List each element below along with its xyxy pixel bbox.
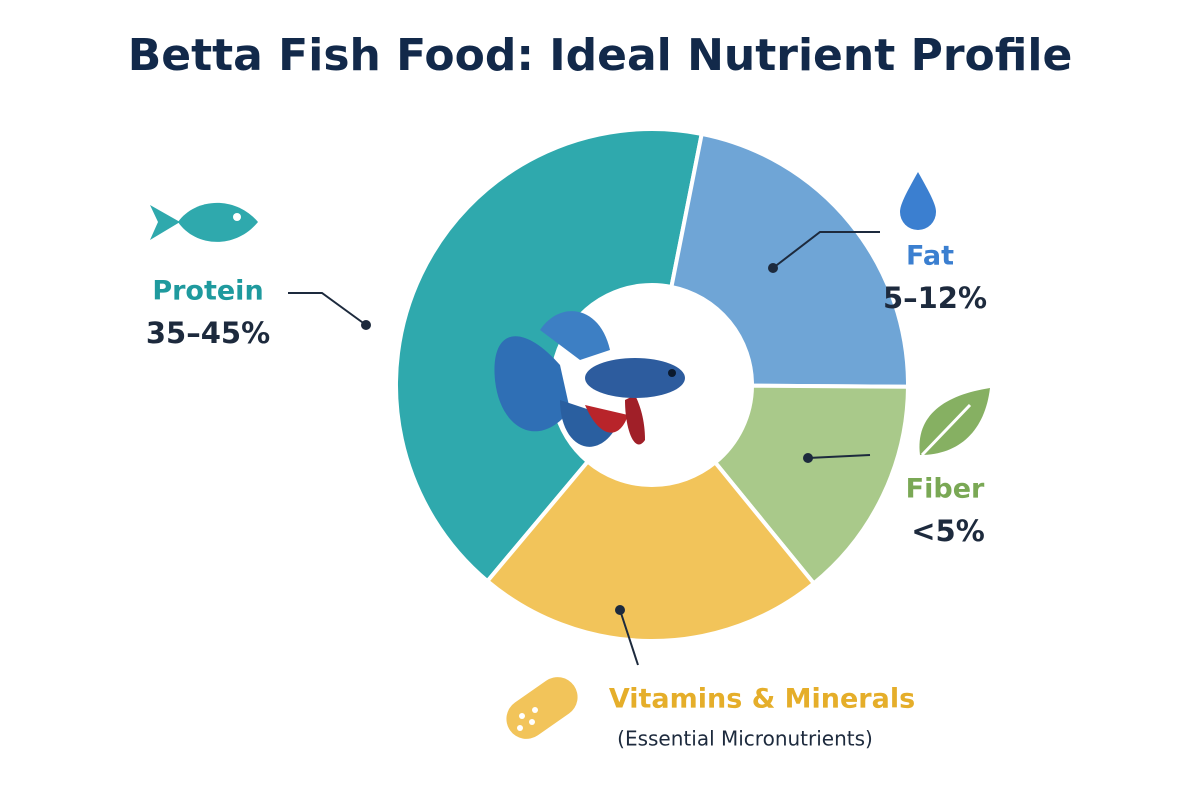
leader-dots <box>361 263 813 615</box>
category-label: Protein <box>152 276 263 307</box>
fish-icon <box>150 202 258 242</box>
leader-lines <box>288 231 880 666</box>
sublabel: (Essential Micronutrients) <box>617 727 873 751</box>
sublabel: 5–12% <box>883 281 987 315</box>
sublabel: <5% <box>911 514 985 548</box>
leaf-icon <box>919 388 990 457</box>
betta-fish-illustration <box>494 311 685 447</box>
sublabel: 35–45% <box>146 316 270 350</box>
capsule-icon <box>506 677 578 739</box>
drop-icon <box>900 172 936 230</box>
category-label: Fiber <box>906 474 985 505</box>
chart-title: Betta Fish Food: Ideal Nutrient Profile <box>128 30 1073 81</box>
category-label: Fat <box>906 241 954 272</box>
category-label: Vitamins & Minerals <box>609 684 915 715</box>
